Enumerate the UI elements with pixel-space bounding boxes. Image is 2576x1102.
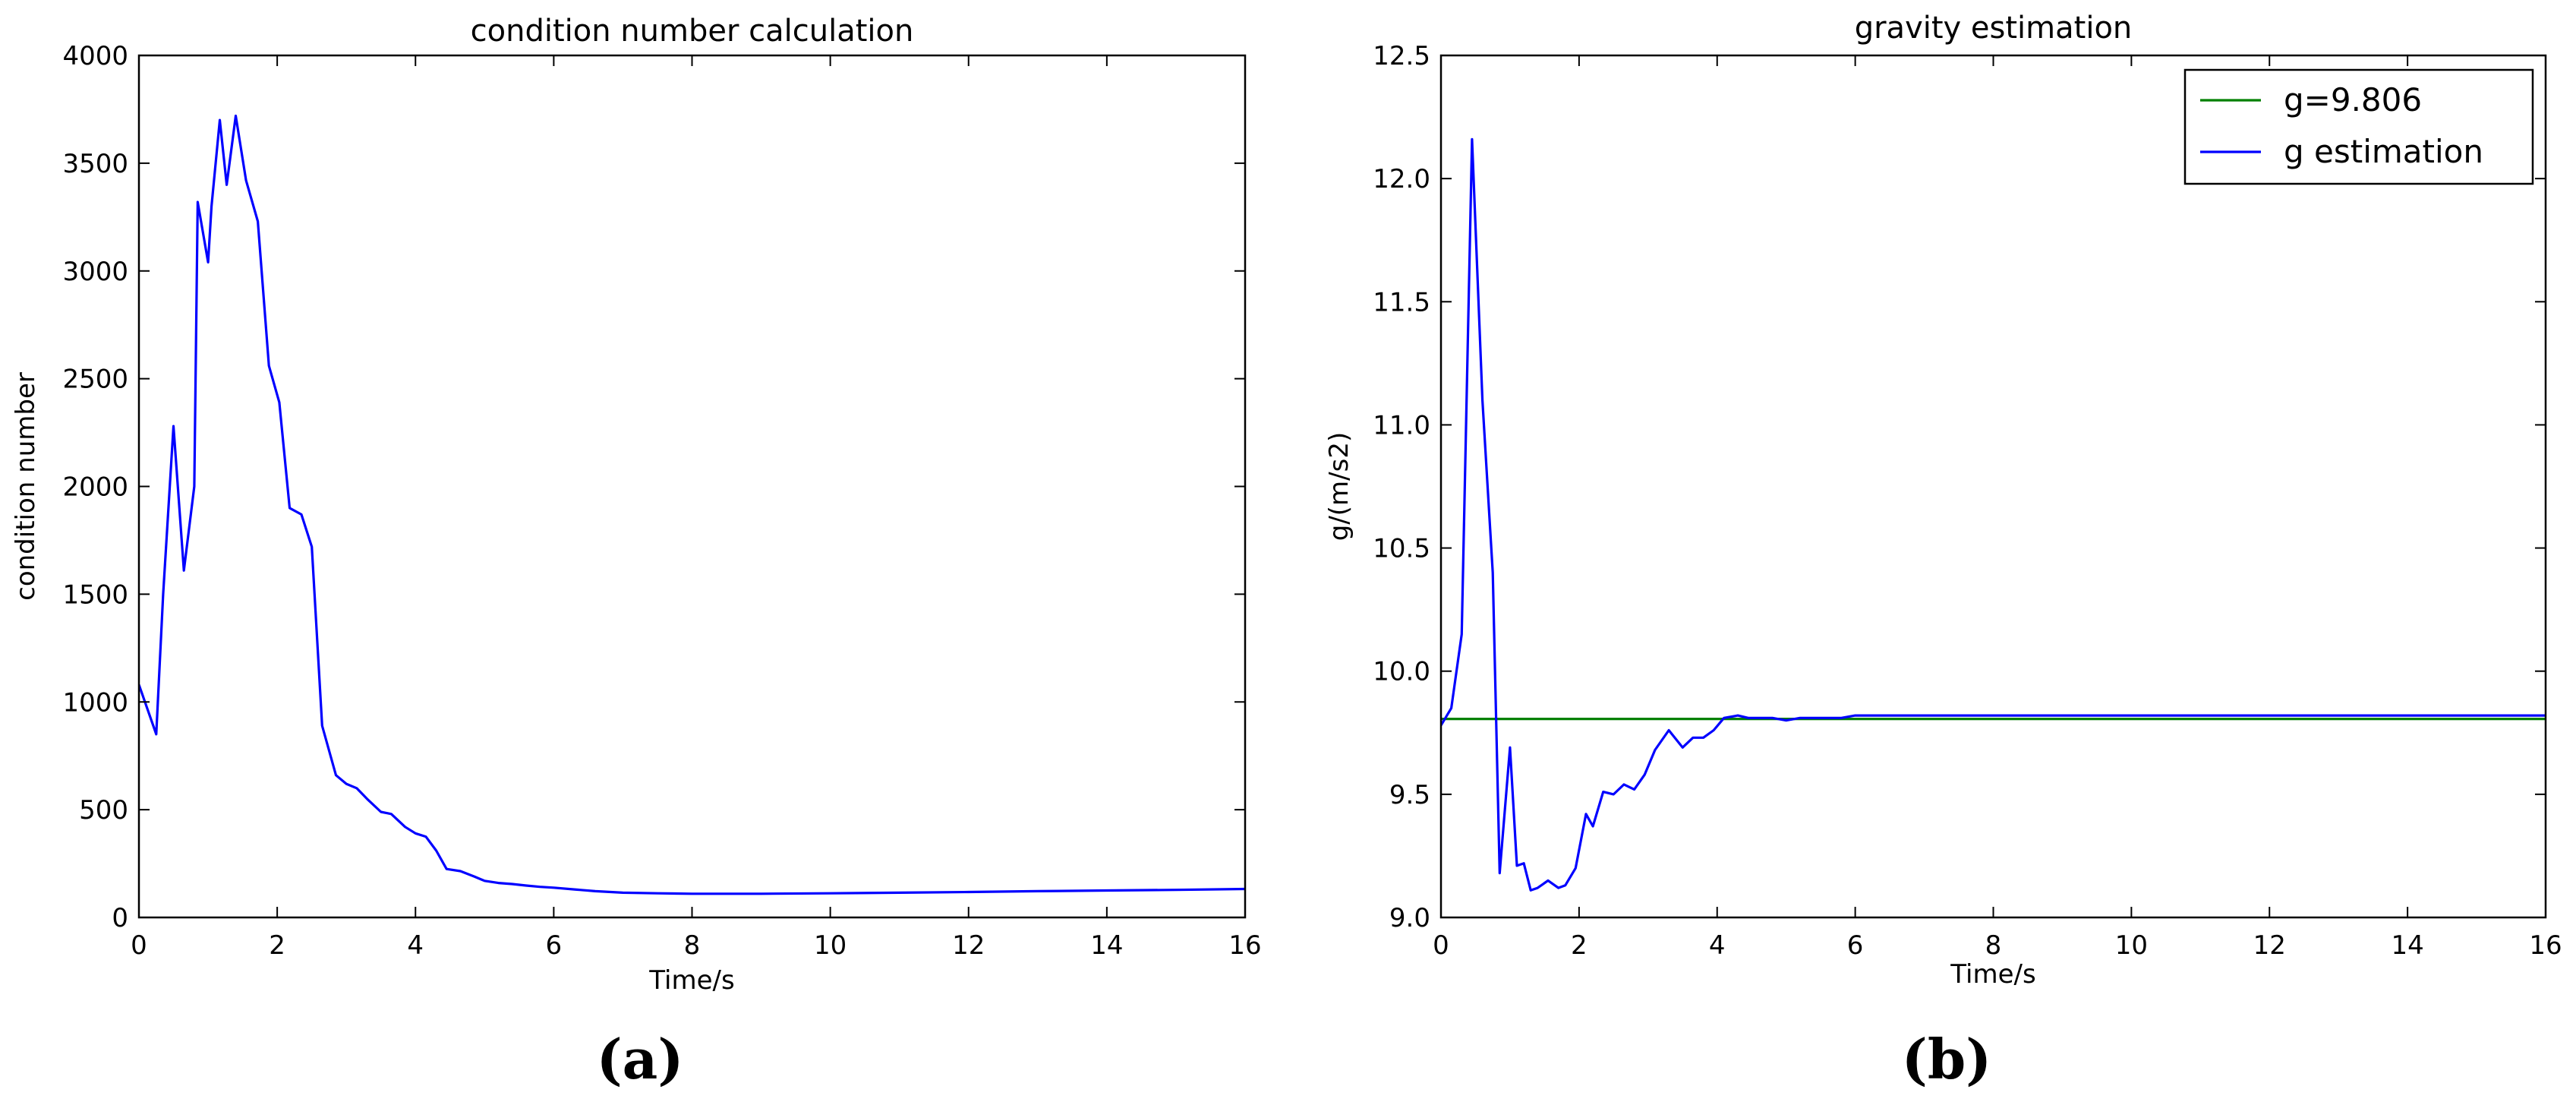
y-tick-label: 12.0 <box>1373 164 1430 194</box>
x-tick-label: 8 <box>684 930 701 961</box>
legend-label-0: g=9.806 <box>2284 81 2422 118</box>
series-line-1 <box>1441 137 2546 892</box>
series-line-0 <box>139 114 1245 895</box>
x-tick-label: 0 <box>131 930 147 961</box>
sub-caption: (b) <box>1902 1027 1991 1091</box>
x-tick-label: 16 <box>1228 930 1261 961</box>
x-tick-label: 0 <box>1433 930 1449 961</box>
y-tick-label: 10.5 <box>1373 534 1430 564</box>
chart-gravity-estimation: gravity estimation 0 2 4 6 8 10 12 14 16 9.0 9.5 10.… <box>1324 11 2562 1091</box>
y-tick-label: 11.5 <box>1373 287 1430 317</box>
x-tick-label: 6 <box>546 930 563 961</box>
x-tick-label: 16 <box>2529 930 2562 961</box>
y-tick-label: 2000 <box>62 472 128 503</box>
y-tick-label: 1000 <box>62 687 128 718</box>
x-tick-label: 10 <box>814 930 847 961</box>
x-tick-label: 8 <box>1985 930 2002 961</box>
y-tick-label: 12.5 <box>1373 41 1430 71</box>
y-tick-label: 9.0 <box>1389 903 1430 933</box>
x-tick-label: 10 <box>2115 930 2148 961</box>
y-axis-title: g/(m/s2) <box>1324 432 1354 542</box>
x-tick-label: 12 <box>2253 930 2286 961</box>
x-tick-label: 4 <box>407 930 424 961</box>
x-tick-label: 14 <box>2391 930 2423 961</box>
x-tick-label: 4 <box>1709 930 1726 961</box>
y-tick-label: 4000 <box>62 41 128 71</box>
chart-title: gravity estimation <box>1855 11 2133 46</box>
plot-frame <box>137 54 1247 919</box>
x-tick-label: 14 <box>1090 930 1123 961</box>
x-tick-label: 2 <box>269 930 285 961</box>
y-axis-title: condition number <box>11 372 41 601</box>
y-tick-label: 10.0 <box>1373 657 1430 687</box>
x-tick-label: 12 <box>952 930 985 961</box>
sub-caption: (a) <box>597 1027 684 1091</box>
y-tick-label: 0 <box>112 903 128 933</box>
y-tick-label: 3000 <box>62 257 128 287</box>
x-axis-title: Time/s <box>1950 959 2035 990</box>
x-tick-label: 2 <box>1571 930 1588 961</box>
chart-condition-number: condition number calculation 0 2 4 6 8 10 12 14 1… <box>11 14 1262 1091</box>
x-tick-label: 6 <box>1847 930 1864 961</box>
y-tick-label: 11.0 <box>1373 410 1430 440</box>
y-tick-label: 9.5 <box>1389 780 1430 810</box>
legend-box <box>2183 68 2534 185</box>
chart-title: condition number calculation <box>471 14 914 49</box>
legend: g=9.806 g estimation <box>2183 68 2534 185</box>
y-tick-label: 1500 <box>62 579 128 610</box>
y-tick-label: 500 <box>79 795 128 826</box>
y-tick-label: 3500 <box>62 149 128 179</box>
legend-label-1: g estimation <box>2284 133 2483 170</box>
y-tick-label: 2500 <box>62 365 128 395</box>
x-axis-title: Time/s <box>648 965 734 996</box>
